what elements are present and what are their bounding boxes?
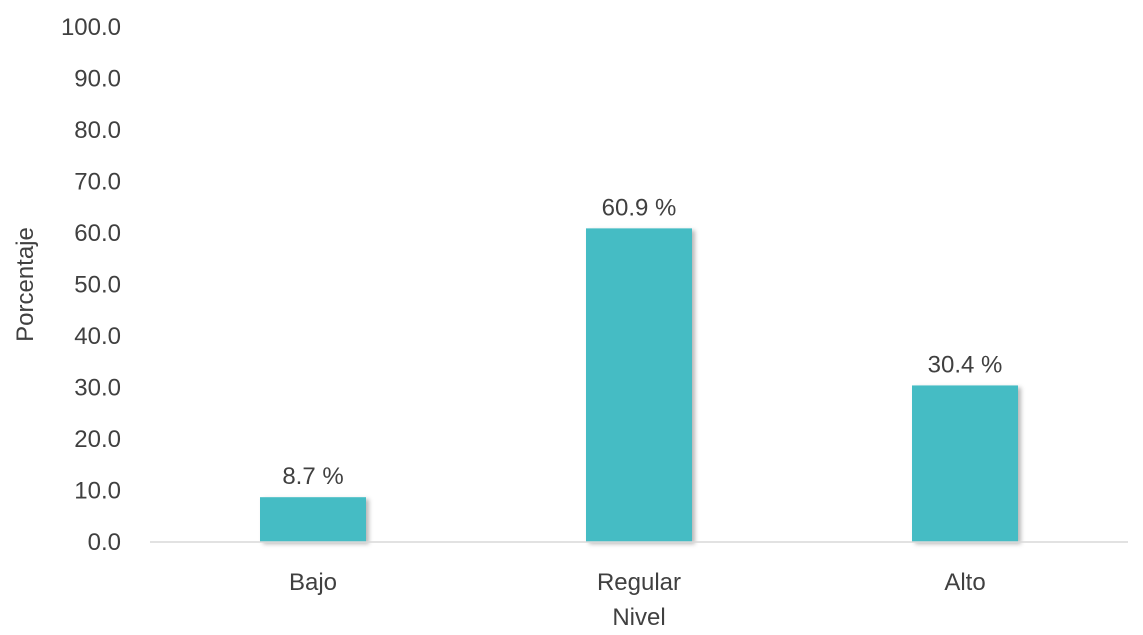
y-tick-label: 100.0 bbox=[61, 14, 121, 41]
data-label-bajo: 8.7 % bbox=[282, 463, 343, 490]
y-tick-label: 70.0 bbox=[74, 169, 121, 196]
bar-bajo bbox=[260, 497, 366, 542]
data-labels: 8.7 % 60.9 % 30.4 % bbox=[282, 194, 1002, 490]
y-tick-label: 20.0 bbox=[74, 426, 121, 453]
y-tick-label: 80.0 bbox=[74, 117, 121, 144]
y-tick-label: 60.0 bbox=[74, 220, 121, 247]
x-axis-category-labels: Bajo Regular Alto bbox=[289, 569, 986, 596]
y-tick-label: 10.0 bbox=[74, 478, 121, 505]
bar-regular bbox=[586, 228, 692, 543]
category-label-bajo: Bajo bbox=[289, 569, 337, 596]
bars bbox=[260, 228, 1018, 543]
y-tick-label: 50.0 bbox=[74, 272, 121, 299]
x-axis-title: Nivel bbox=[612, 604, 665, 630]
data-label-alto: 30.4 % bbox=[928, 351, 1003, 378]
y-axis-title: Porcentaje bbox=[12, 227, 39, 342]
y-tick-label: 40.0 bbox=[74, 323, 121, 350]
y-tick-label: 0.0 bbox=[88, 529, 121, 556]
category-label-regular: Regular bbox=[597, 569, 681, 596]
y-axis-ticks: 0.0 10.0 20.0 30.0 40.0 50.0 60.0 70.0 80.0 90.0 1… bbox=[61, 14, 121, 556]
y-tick-label: 30.0 bbox=[74, 375, 121, 402]
y-tick-label: 90.0 bbox=[74, 66, 121, 93]
data-label-regular: 60.9 % bbox=[602, 194, 677, 221]
category-label-alto: Alto bbox=[944, 569, 985, 596]
bar-alto bbox=[912, 385, 1018, 542]
